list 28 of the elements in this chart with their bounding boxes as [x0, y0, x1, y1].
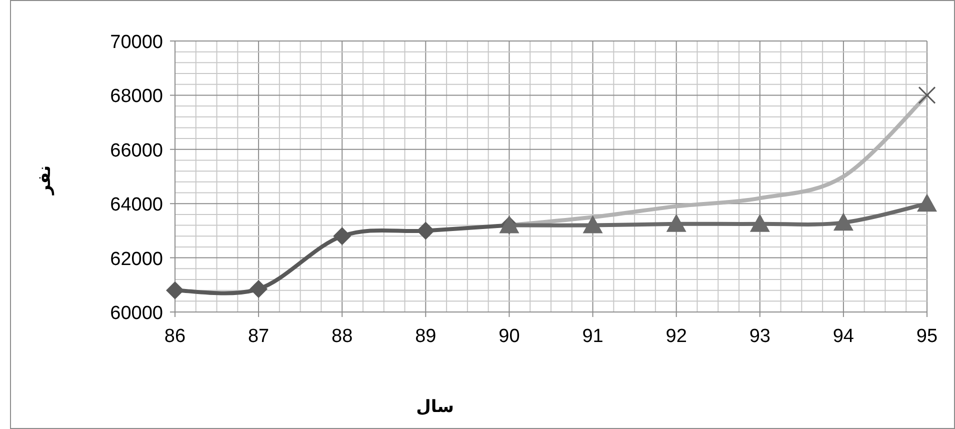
point: [833, 212, 854, 231]
point: [917, 194, 937, 212]
point: [333, 227, 352, 246]
point: [166, 281, 184, 300]
x-tick-label: 94: [832, 326, 854, 347]
point: [750, 214, 770, 232]
y-tick-label: 68000: [110, 86, 163, 108]
point: [416, 222, 435, 240]
point: [250, 280, 268, 298]
x-tick-label: 91: [582, 326, 604, 347]
y-axis-title: نفر: [35, 165, 55, 196]
x-tick-label: 89: [415, 326, 436, 347]
point: [666, 214, 686, 232]
x-axis-title: سال: [416, 397, 454, 417]
point: [582, 215, 603, 234]
x-tick-label: 86: [164, 326, 186, 347]
y-tick-label: 60000: [110, 303, 163, 324]
point: [918, 86, 936, 104]
x-tick-label: 93: [749, 326, 770, 347]
y-tick-label: 66000: [110, 140, 163, 162]
y-tick-label: 64000: [110, 194, 163, 216]
x-tick-label: 87: [248, 326, 270, 347]
x-tick-label: 88: [332, 326, 353, 347]
y-tick-label: 70000: [110, 32, 163, 53]
x-tick-label: 92: [666, 326, 687, 347]
y-tick-label: 62000: [110, 248, 163, 270]
x-tick-label: 90: [498, 326, 520, 347]
x-tick-label: 95: [916, 326, 938, 347]
